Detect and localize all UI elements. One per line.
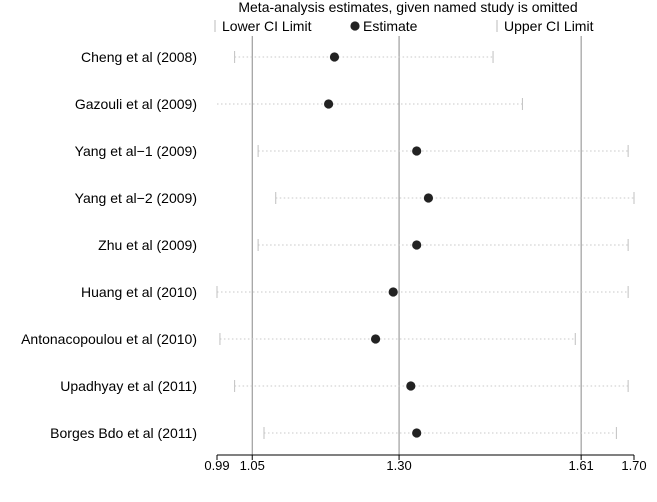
study-labels: Cheng et al (2008) Gazouli et al (2009) Ya… (21, 49, 197, 441)
estimate-point (412, 146, 422, 156)
estimate-point (370, 334, 381, 344)
study-label: Zhu et al (2009) (98, 237, 197, 253)
estimate-point (406, 381, 416, 391)
x-tick-label: 1.05 (240, 458, 265, 473)
estimate-point (388, 287, 398, 297)
estimate-point (329, 52, 340, 62)
legend: Lower CI Limit Estimate Upper CI Limit (214, 18, 594, 34)
study-label: Yang et al−1 (2009) (75, 143, 197, 159)
study-label: Cheng et al (2008) (81, 49, 197, 65)
estimate-point (423, 193, 434, 203)
estimate-point (412, 428, 422, 438)
legend-estimate-label: Estimate (363, 18, 418, 34)
study-label: Yang et al−2 (2009) (75, 190, 197, 206)
study-label: Upadhyay et al (2011) (60, 378, 197, 394)
legend-estimate-marker (350, 21, 360, 31)
study-label: Huang et al (2010) (81, 284, 197, 300)
estimate-point (323, 99, 334, 109)
legend-upper-label: Upper CI Limit (504, 18, 594, 34)
study-label: Borges Bdo et al (2011) (50, 425, 197, 441)
estimate-point (412, 240, 422, 250)
x-tick-label: 1.61 (568, 458, 593, 473)
plot-area (216, 36, 635, 455)
chart-title: Meta-analysis estimates, given named stu… (238, 0, 577, 15)
study-label: Gazouli et al (2009) (75, 96, 197, 112)
legend-lower-label: Lower CI Limit (222, 18, 312, 34)
x-tick-label: 1.30 (386, 458, 411, 473)
x-axis: 0.99 1.05 1.30 1.61 1.70 (204, 454, 647, 473)
x-tick-label: 0.99 (204, 458, 229, 473)
study-label: Antonacopoulou et al (2010) (21, 331, 197, 347)
x-tick-label: 1.70 (621, 458, 646, 473)
